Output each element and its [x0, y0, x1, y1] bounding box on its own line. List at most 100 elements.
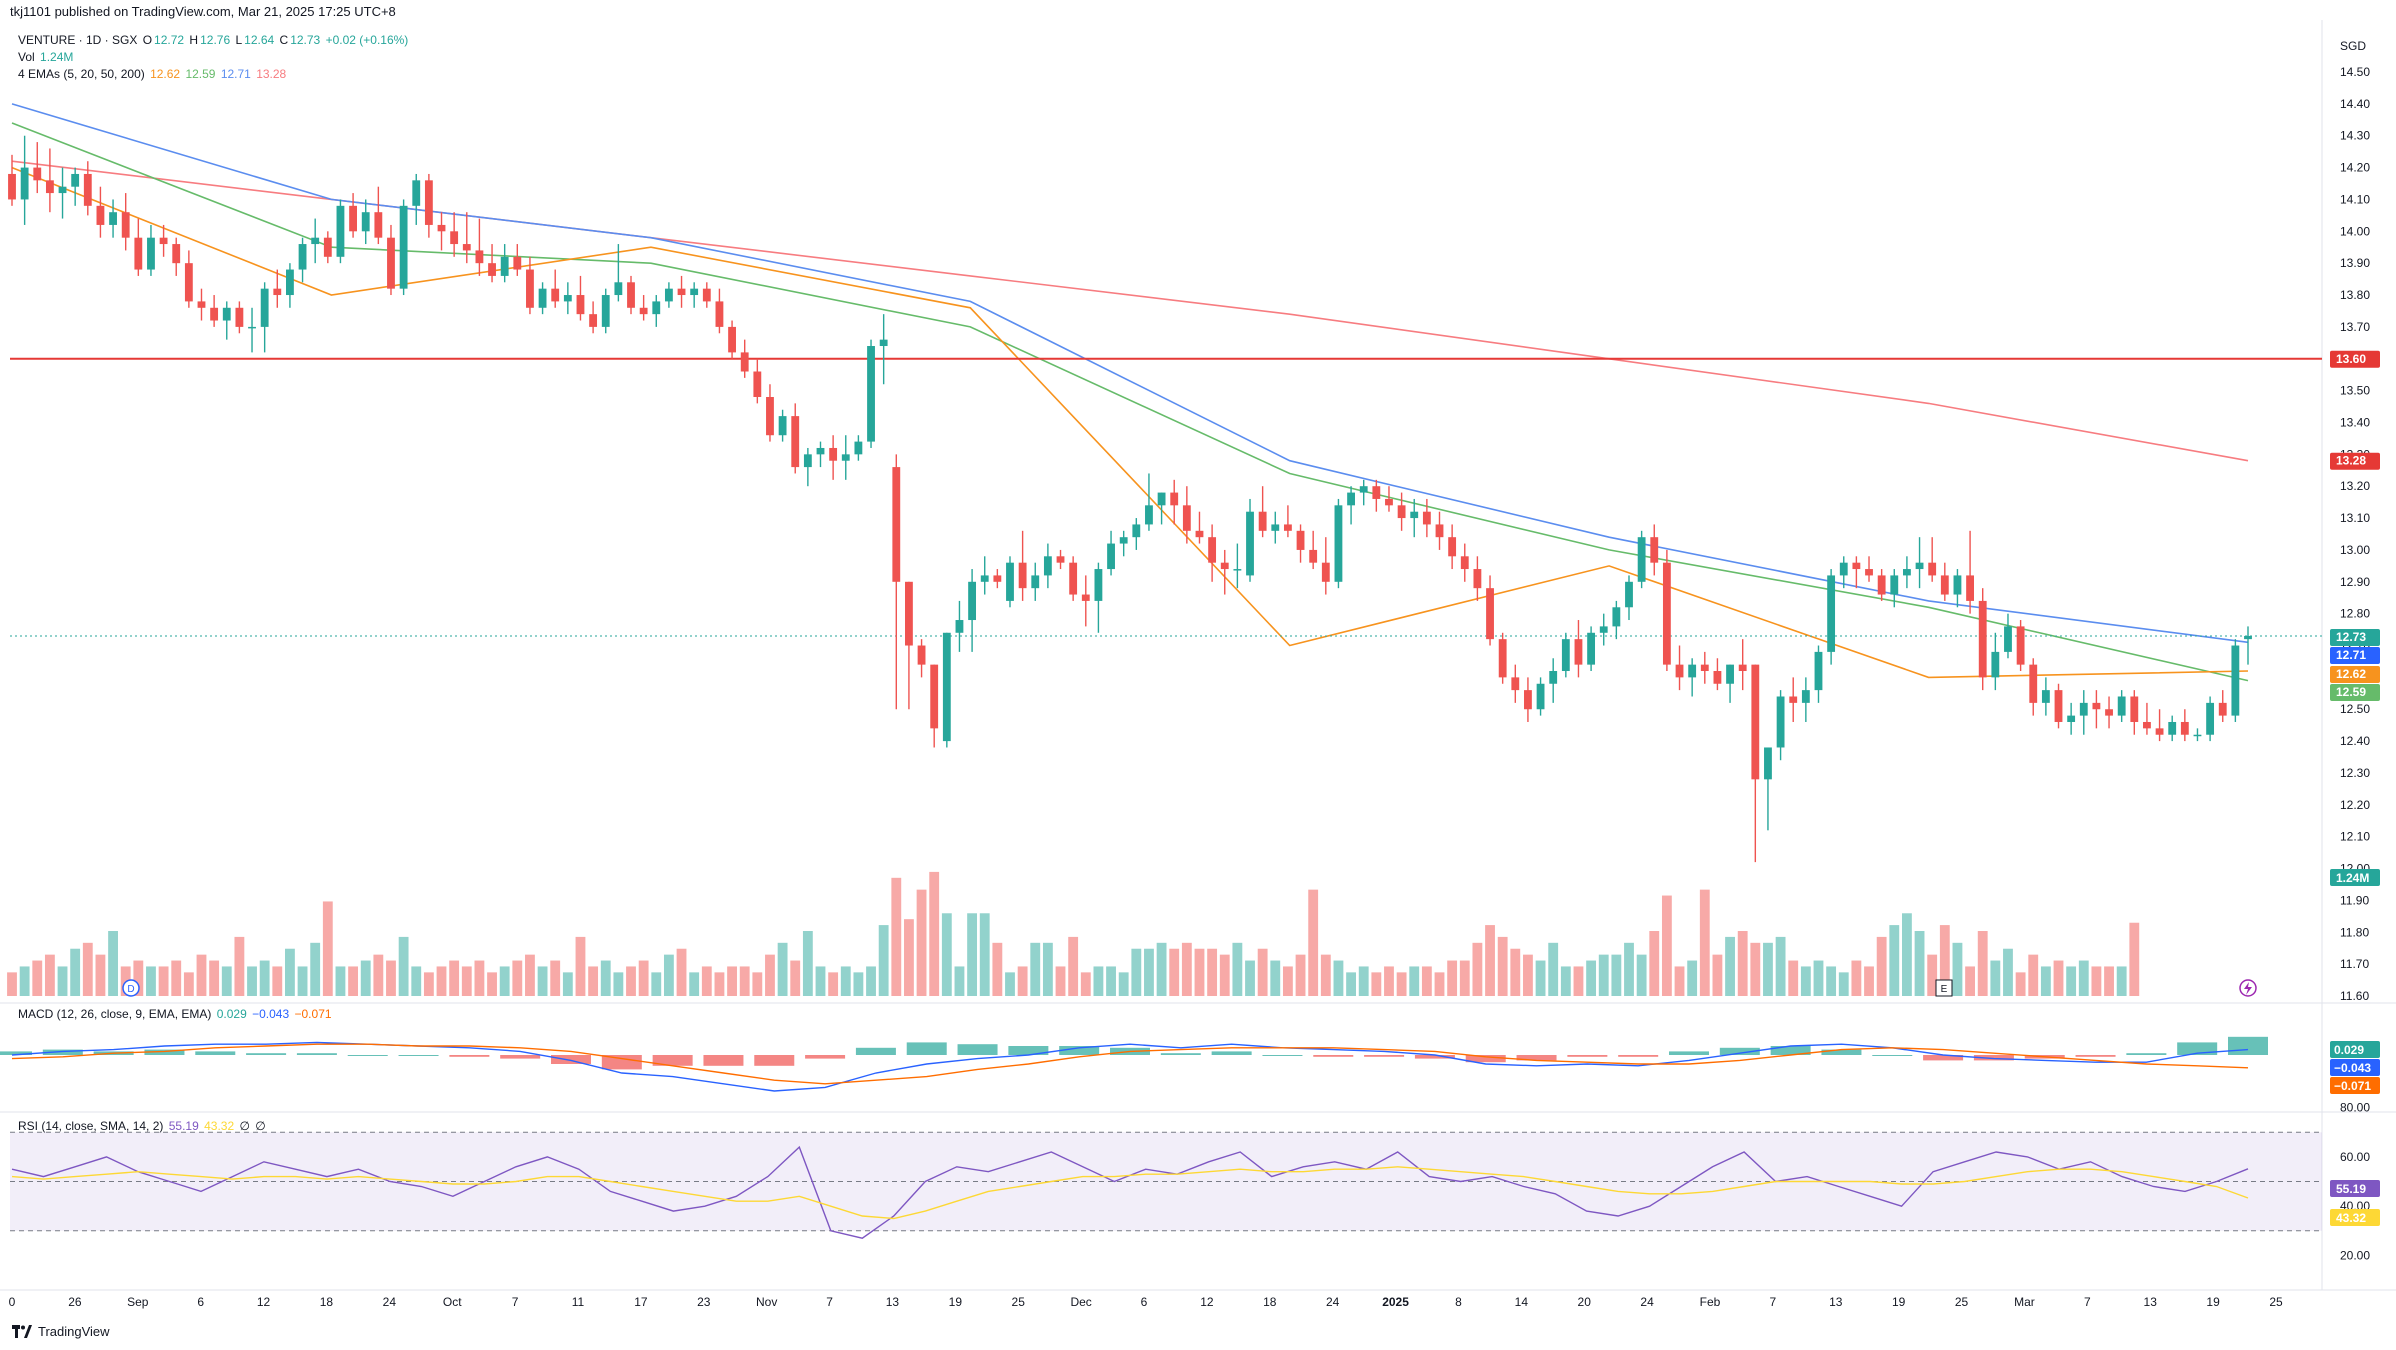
candle-body: [867, 346, 875, 442]
candle-body: [45, 180, 54, 194]
publisher-caption: tkj1101 published on TradingView.com, Ma…: [10, 4, 396, 19]
ema5-value: 12.62: [150, 67, 181, 81]
time-tick-label: 17: [634, 1295, 648, 1309]
macd-histogram-bar: [1364, 1055, 1405, 1057]
macd-histogram-bar: [1313, 1055, 1354, 1057]
candle-body: [1081, 594, 1090, 601]
tradingview-logo[interactable]: TradingView: [12, 1324, 110, 1339]
volume-bar: [1725, 936, 1735, 996]
volume-bar: [1068, 936, 1079, 996]
candle-body: [488, 263, 496, 276]
candle-body: [1069, 562, 1078, 595]
macd-histogram-bar: [144, 1049, 185, 1055]
ema-label[interactable]: 4 EMAs (5, 20, 50, 200): [18, 67, 145, 81]
rsi-label[interactable]: RSI (14, close, SMA, 14, 2): [18, 1119, 164, 1133]
candle-body: [437, 224, 446, 232]
candle-body: [20, 167, 29, 200]
horizontal-level[interactable]: [10, 357, 2322, 637]
candle-body: [2206, 702, 2215, 735]
time-tick-label: 13: [1829, 1295, 1843, 1309]
candle-body: [753, 371, 762, 397]
candle-body: [1246, 511, 1254, 576]
candle-body: [652, 301, 661, 315]
volume-bar: [2015, 972, 2026, 996]
volume-bar: [1775, 936, 1786, 996]
volume-bar: [638, 960, 649, 996]
candle-body: [1170, 492, 1179, 506]
ema20-value: 12.59: [185, 67, 216, 81]
volume-bar: [1523, 954, 1533, 996]
volume-bar: [739, 966, 750, 996]
volume-bar: [1851, 960, 1862, 996]
volume-bar: [689, 972, 700, 996]
time-tick-label: 14: [1515, 1295, 1529, 1309]
candle-body: [677, 288, 686, 296]
candle-body: [955, 620, 964, 633]
candle-body: [1549, 671, 1558, 684]
macd-histogram-bar: [1821, 1049, 1862, 1055]
macd-histogram-bar: [906, 1042, 947, 1055]
rsi-tick-label: 20.00: [2340, 1248, 2370, 1262]
time-tick-label: 24: [1640, 1295, 1654, 1309]
candle-body: [462, 244, 471, 251]
price-tick-label: 13.80: [2340, 288, 2370, 302]
candle-body: [879, 339, 888, 347]
candle-body: [2231, 645, 2240, 716]
candle-body: [993, 575, 1002, 582]
macd-label[interactable]: MACD (12, 26, close, 9, EMA, EMA): [18, 1007, 212, 1021]
price-axis[interactable]: SGD 14.50 14.40 14.30 14.20 14.10 14.00 13.90 13…: [2340, 39, 2370, 1003]
volume-bar: [701, 966, 712, 996]
volume-bar: [1788, 960, 1799, 996]
price-tick-label: 14.50: [2340, 65, 2370, 79]
candle-body: [2117, 696, 2126, 716]
candlesticks: [8, 135, 2252, 863]
volume-bar: [487, 972, 497, 996]
volume-bar: [600, 960, 611, 996]
volume-bar: [537, 966, 548, 996]
time-tick-label: 7: [512, 1295, 519, 1309]
candle-body: [273, 288, 282, 296]
candle-body: [1713, 671, 1722, 684]
candle-body: [1915, 562, 1924, 570]
currency-label: SGD: [2340, 39, 2366, 53]
candle-body: [1283, 524, 1292, 531]
volume-bar: [1510, 948, 1521, 996]
volume-bar: [651, 972, 662, 996]
macd-histogram-bar: [551, 1055, 591, 1064]
time-tick-label: 12: [1200, 1295, 1214, 1309]
candle-body: [538, 288, 547, 308]
time-axis[interactable]: 0 26 Sep 6 12 18 24 Oct 7 11 17 23 Nov 7 13 19 25 Dec 6 12 1…: [9, 1295, 2283, 1309]
time-tick-label: 18: [1263, 1295, 1277, 1309]
price-tick-label: 12.50: [2340, 702, 2370, 716]
volume-bar: [2066, 966, 2077, 996]
candle-body: [1561, 639, 1570, 672]
price-tag-box: [2330, 452, 2380, 470]
volume-bar: [146, 966, 156, 996]
candle-body: [1321, 562, 1330, 582]
candle-body: [424, 180, 433, 225]
volume-bar: [1169, 948, 1180, 996]
volume-bar: [1144, 948, 1154, 996]
ema5-line: [11, 166, 2249, 679]
candle-body: [2155, 728, 2164, 735]
time-tick-label: Sep: [127, 1295, 149, 1309]
volume-bar: [1055, 966, 1066, 996]
low-value: 12.64: [244, 33, 275, 47]
volume-bar: [247, 966, 257, 996]
volume-bar: [1737, 931, 1748, 996]
volume-label[interactable]: Vol: [18, 50, 35, 64]
volume-bar: [1586, 960, 1597, 996]
volume-bar: [1106, 966, 1116, 996]
volume-bar: [423, 972, 434, 996]
volume-bar: [449, 960, 460, 996]
macd-legend: MACD (12, 26, close, 9, EMA, EMA) 0.029 …: [18, 1007, 334, 1021]
volume-bar: [1042, 942, 1053, 996]
symbol-label[interactable]: VENTURE · 1D · SGX: [18, 33, 138, 47]
volume-bar: [512, 960, 523, 996]
volume-bar: [1270, 960, 1281, 996]
price-tick-label: 13.10: [2340, 511, 2370, 525]
grid-lines: [0, 20, 2396, 1291]
candle-body: [1688, 664, 1697, 678]
